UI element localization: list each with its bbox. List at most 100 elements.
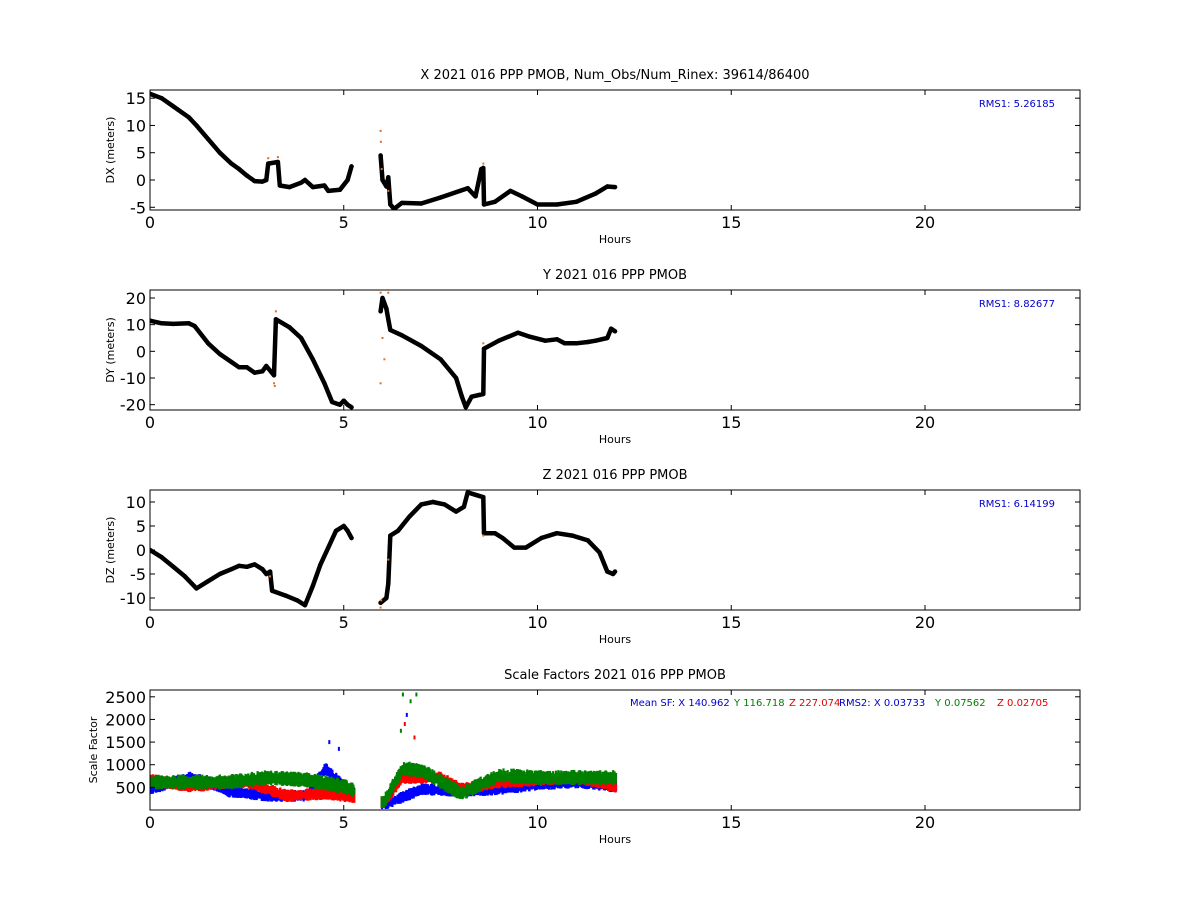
scale-factor-spike [328,740,331,745]
data-point [473,492,478,497]
data-point [260,179,265,184]
data-point [322,183,327,188]
stats-annotation: Z 227.074 [789,698,840,709]
x-axis-label: Hours [599,633,631,646]
panel-3: Z 2021 016 PPP PMOB 0 5 10 15 20 -10 -5 0 5 10 Hour… [104,468,1081,646]
data-point [407,514,412,519]
data-point [481,346,487,351]
data-point [182,574,188,579]
data-point [386,317,391,322]
data-point [399,200,405,206]
data-point [554,531,560,536]
data-point [267,569,273,574]
scale-factor-spike [337,746,340,751]
data-point [388,533,393,538]
data-point [380,295,385,301]
data-point [612,184,618,190]
outlier-point [267,157,270,160]
scale-factor-spike [409,699,412,704]
data-point [605,569,610,574]
plot-frame [149,89,1081,211]
outlier-point [383,358,386,361]
plot-area [150,692,618,810]
outlier-point [482,534,485,537]
data-point [150,91,153,96]
data-point [481,495,486,500]
data-point [593,338,598,343]
data-point [612,569,618,574]
rms-annotation: RMS1: 6.14199 [979,499,1055,510]
data-point [186,321,191,326]
data-point [295,598,300,603]
plot-area [150,490,618,609]
data-point [378,309,383,314]
data-point [326,545,331,550]
x-tick-label: 10 [527,813,547,832]
y-tick-label: 500 [115,778,146,797]
outlier-point [274,310,277,313]
data-point [302,177,308,183]
scale-factor-spike [413,735,416,740]
data-point [585,538,591,543]
panel-4: Scale Factors 2021 016 PPP PMOB 0 5 10 15 20 5… [87,668,1081,846]
y-tick-label: 20 [126,289,146,308]
data-point [229,161,234,166]
plot-frame [149,689,1081,811]
y-axis-label: Scale Factor [87,716,100,783]
data-point [519,194,525,199]
data-point [523,545,529,550]
data-point [159,555,164,560]
rms-annotation: RMS1: 8.82677 [979,299,1055,310]
data-point [326,188,331,194]
data-point [543,338,548,343]
data-point [442,502,447,507]
data-point [399,333,405,338]
stats-annotation: Z 0.02705 [997,698,1048,709]
data-point [539,535,544,541]
data-point [457,188,463,194]
x-tick-label: 10 [527,213,547,232]
outlier-point [276,156,279,159]
outlier-point [273,385,276,387]
y-tick-label: 5 [136,517,146,536]
scale-factor-spike [399,728,402,733]
data-point [322,381,327,386]
data-point [384,306,389,311]
data-point [492,199,498,204]
rms-annotation: RMS1: 5.26185 [979,99,1055,110]
data-point [244,365,250,370]
data-point [386,581,391,586]
outlier-point [381,337,384,339]
data-point [438,195,443,200]
data-point [333,528,339,533]
y-axis-label: DZ (meters) [104,517,117,584]
data-point [229,567,234,572]
data-point [438,357,443,362]
x-tick-label: 10 [527,413,547,432]
data-point [310,357,315,362]
outlier-point [379,382,382,385]
data-point [469,394,474,399]
scale-factor-spike [403,722,406,726]
data-point [465,186,470,191]
data-point [271,373,277,378]
y-tick-label: -10 [120,369,146,388]
plot-frame [149,289,1081,411]
outlier-point [269,575,272,578]
x-tick-label: 15 [721,613,741,632]
outlier-point [273,382,275,385]
data-point [608,326,614,331]
outlier-point [379,606,382,609]
data-point [492,531,498,536]
data-point [515,330,521,335]
outlier-point [379,129,382,132]
outlier-point [387,558,390,561]
data-point [395,528,401,533]
data-point [378,600,383,605]
data-point [318,562,323,567]
outlier-point [387,291,390,294]
data-point [302,603,308,608]
x-tick-label: 0 [145,213,155,232]
outlier-point [482,342,485,345]
chart-title: X 2021 016 PPP PMOB, Num_Obs/Num_Rinex: … [420,68,809,83]
